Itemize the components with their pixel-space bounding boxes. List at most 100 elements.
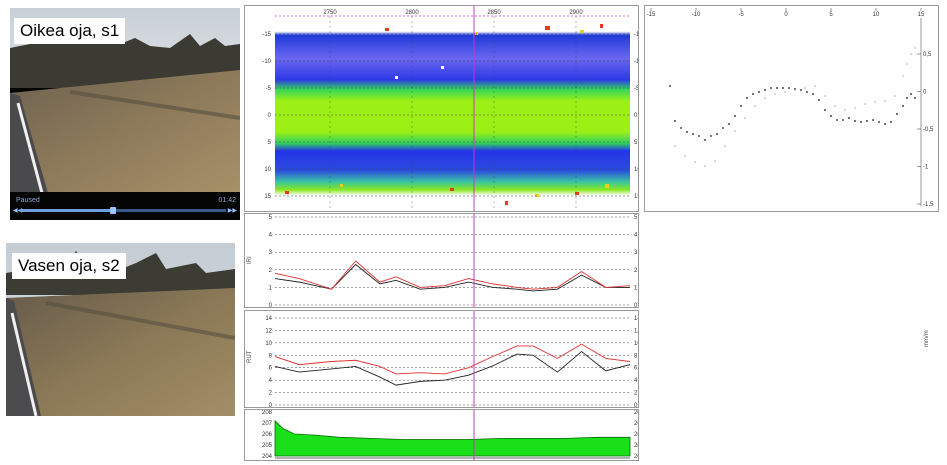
radar-y-tick-left: 15	[264, 194, 271, 200]
iri-gridlines	[275, 216, 630, 306]
profile-axes: -15 -10 -5 0 5 10 15 0,5 0 -0,5 -1 -1,5	[647, 8, 934, 208]
elevation-series	[274, 419, 631, 459]
iri-y-tick-right: 4	[634, 233, 638, 239]
radar-x-tick: 2850	[487, 10, 501, 16]
rut-y-tick-left: 4	[269, 378, 273, 384]
iri-y-tick-left: 1	[269, 285, 273, 291]
radar-y-tick-left: -15	[262, 32, 271, 38]
elevation-y-tick-right: 206	[634, 432, 638, 438]
radar-y-tick-right: 0	[634, 113, 638, 119]
iri-y-tick-right: 0	[634, 303, 638, 307]
profile-y-tick: 0,5	[923, 52, 932, 58]
seek-bar-fill	[20, 209, 113, 212]
seek-bar[interactable]	[20, 207, 226, 214]
rut-axis-label: RUT	[247, 350, 253, 363]
rut-y-tick-right: 0	[634, 403, 638, 407]
cross-profile-panel[interactable]: -15 -10 -5 0 5 10 15 0,5 0 -0,5 -1 -1,5	[644, 5, 939, 212]
radar-y-tick-left: 5	[268, 140, 272, 146]
iri-y-tick-left: 4	[269, 233, 273, 239]
radar-y-tick-left: 10	[264, 167, 271, 173]
profile-x-tick: 15	[918, 12, 925, 18]
iri-y-tick-right: 2	[634, 268, 638, 274]
iri-series	[274, 260, 631, 292]
camera-label-s1: Oikea oja, s1	[14, 18, 126, 44]
radar-tick-labels: -15 -15 -10 -10 -5 -5 0 0 5 5 10 10 15 15 2750 2800 2850…	[262, 10, 638, 200]
elevation-y-tick-right: 205	[634, 443, 638, 449]
video-player-controls: Paused 01:42 ◀◀ ▶▶	[10, 192, 240, 220]
radar-y-tick-left: -10	[262, 59, 271, 65]
rut-y-tick-right: 10	[634, 341, 638, 347]
elevation-chart-panel[interactable]: 208 208 207 207 206 206 205 205 204 204	[244, 409, 639, 461]
player-time: 01:42	[218, 197, 236, 204]
rut-y-tick-right: 8	[634, 353, 638, 359]
iri-y-tick-left: 5	[269, 215, 273, 221]
rewind-icon[interactable]: ◀◀	[13, 207, 23, 214]
profile-x-tick: 5	[829, 12, 833, 18]
rut-series-line-0	[274, 350, 631, 386]
rut-y-tick-left: 10	[265, 341, 272, 347]
radar-x-tick: 2750	[323, 10, 337, 16]
profile-x-tick: -10	[692, 12, 701, 18]
radar-y-tick-right: 5	[634, 140, 638, 146]
radar-heatmap	[275, 16, 630, 209]
rut-y-tick-left: 14	[265, 316, 272, 322]
elevation-y-tick-left: 208	[262, 410, 273, 416]
iri-y-tick-right: 3	[634, 250, 638, 256]
radar-y-tick-right: -10	[634, 59, 638, 65]
elevation-y-tick-right: 207	[634, 421, 638, 427]
iri-chart: 5 5 4 4 3 3 2 2 1 1 0 0 IRI	[247, 214, 638, 307]
elevation-tick-labels: 208 208 207 207 206 206 205 205 204 204	[262, 410, 638, 460]
radar-x-tick: 2900	[569, 10, 583, 16]
rut-tick-labels: 14 14 12 12 10 10 8 8 6 6 4 4 2 2 0 0	[265, 316, 638, 407]
radar-y-tick-right: 10	[634, 167, 638, 173]
player-status: Paused	[16, 197, 40, 204]
radar-y-tick-left: -5	[266, 86, 272, 92]
radar-y-tick-right: 15	[634, 194, 638, 200]
rut-chart: 14 14 12 12 10 10 8 8 6 6 4 4 2 2 0 0 RUT	[247, 311, 638, 407]
rut-y-tick-right: 6	[634, 366, 638, 372]
fast-forward-icon[interactable]: ▶▶	[227, 207, 237, 214]
radar-y-tick-left: 0	[268, 113, 272, 119]
rut-gridlines	[275, 317, 630, 406]
radar-x-tick: 2800	[405, 10, 419, 16]
iri-chart-panel[interactable]: 5 5 4 4 3 3 2 2 1 1 0 0 IRI	[244, 213, 639, 308]
elevation-chart: 208 208 207 207 206 206 205 205 204 204	[262, 410, 638, 460]
elevation-area	[274, 419, 631, 457]
profile-x-tick: 10	[873, 12, 880, 18]
iri-y-tick-right: 5	[634, 215, 638, 221]
rut-y-tick-right: 4	[634, 378, 638, 384]
rut-y-tick-left: 8	[269, 353, 273, 359]
camera-label-s2: Vasen oja, s2	[12, 253, 126, 279]
radar-scan-panel[interactable]: -15 -15 -10 -10 -5 -5 0 0 5 5 10 10 15 15 2750 2800 2850…	[244, 5, 639, 212]
radar-y-tick-right: -15	[634, 32, 638, 38]
iri-y-tick-left: 2	[269, 268, 273, 274]
rut-y-tick-right: 14	[634, 316, 638, 322]
profile-y-tick: -0,5	[923, 127, 934, 133]
rut-y-tick-left: 2	[269, 391, 273, 397]
rut-series	[274, 343, 631, 386]
radar-y-tick-right: -5	[634, 86, 638, 92]
radar-speckle	[285, 24, 609, 205]
rut-y-tick-left: 0	[269, 403, 273, 407]
seek-bar-handle[interactable]	[109, 207, 116, 214]
iri-series-line-0	[274, 263, 630, 292]
profile-x-tick: -15	[647, 12, 656, 18]
elevation-y-tick-right: 204	[634, 454, 638, 460]
elevation-y-tick-left: 207	[262, 421, 273, 427]
rut-y-tick-left: 12	[265, 328, 272, 334]
elevation-y-tick-right: 208	[634, 410, 638, 416]
iri-y-tick-left: 0	[269, 303, 273, 307]
rut-y-tick-right: 2	[634, 391, 638, 397]
elevation-y-tick-left: 206	[262, 432, 273, 438]
rut-chart-panel[interactable]: 14 14 12 12 10 10 8 8 6 6 4 4 2 2 0 0 RUT	[244, 310, 639, 408]
elevation-y-tick-left: 205	[262, 443, 273, 449]
profile-x-tick: -5	[738, 12, 744, 18]
profile-dots	[669, 47, 916, 167]
unit-label: mm/m	[924, 330, 930, 347]
profile-y-tick: -1,5	[923, 202, 934, 208]
profile-y-tick: 0	[923, 90, 927, 96]
iri-tick-labels: 5 5 4 4 3 3 2 2 1 1 0 0	[269, 215, 638, 307]
rut-y-tick-right: 12	[634, 328, 638, 334]
radar-gridlines	[275, 15, 630, 209]
iri-y-tick-right: 1	[634, 285, 638, 291]
